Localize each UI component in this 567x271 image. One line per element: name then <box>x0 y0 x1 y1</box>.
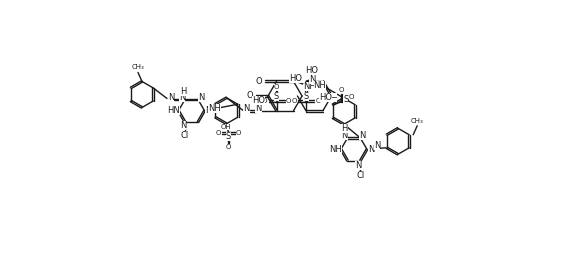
Text: O: O <box>262 98 267 104</box>
Text: CH₃: CH₃ <box>411 118 424 124</box>
Text: N: N <box>179 93 185 102</box>
Text: OH: OH <box>220 124 231 130</box>
Text: O: O <box>274 84 279 90</box>
Text: O: O <box>349 94 354 100</box>
Text: N: N <box>243 104 249 113</box>
Text: S: S <box>343 95 348 104</box>
Text: N: N <box>205 106 211 115</box>
Text: HO: HO <box>252 96 265 105</box>
Text: Cl: Cl <box>181 131 189 140</box>
Text: CH₃: CH₃ <box>132 64 145 70</box>
Text: N: N <box>168 93 174 102</box>
Text: HO: HO <box>306 66 319 75</box>
Text: N: N <box>341 131 348 140</box>
Text: O: O <box>286 98 291 104</box>
Text: N: N <box>356 161 362 170</box>
Text: O: O <box>247 92 253 101</box>
Text: O: O <box>226 144 231 150</box>
Text: S: S <box>303 92 308 101</box>
Text: N: N <box>374 141 380 150</box>
Text: N: N <box>255 104 262 113</box>
Text: HO: HO <box>289 74 302 83</box>
Text: S: S <box>274 92 279 101</box>
Text: H: H <box>180 87 186 96</box>
Text: HN: HN <box>167 106 180 115</box>
Text: NH: NH <box>329 145 342 154</box>
Text: O: O <box>291 98 297 104</box>
Text: N: N <box>368 145 374 154</box>
Text: H: H <box>341 124 348 133</box>
Text: HO─: HO─ <box>319 93 337 102</box>
Text: O: O <box>255 77 262 86</box>
Text: N: N <box>198 93 204 102</box>
Text: NH: NH <box>314 81 327 90</box>
Text: O: O <box>236 130 241 136</box>
Text: NH: NH <box>208 104 221 113</box>
Text: S: S <box>226 132 231 141</box>
Text: N: N <box>180 121 186 130</box>
Text: O: O <box>339 87 344 93</box>
Text: N: N <box>309 75 315 84</box>
Text: O: O <box>303 84 308 90</box>
Text: Cl: Cl <box>356 171 365 180</box>
Text: NH₂: NH₂ <box>303 82 319 91</box>
Text: N: N <box>359 131 366 140</box>
Text: O: O <box>216 130 221 136</box>
Text: O: O <box>315 98 320 104</box>
